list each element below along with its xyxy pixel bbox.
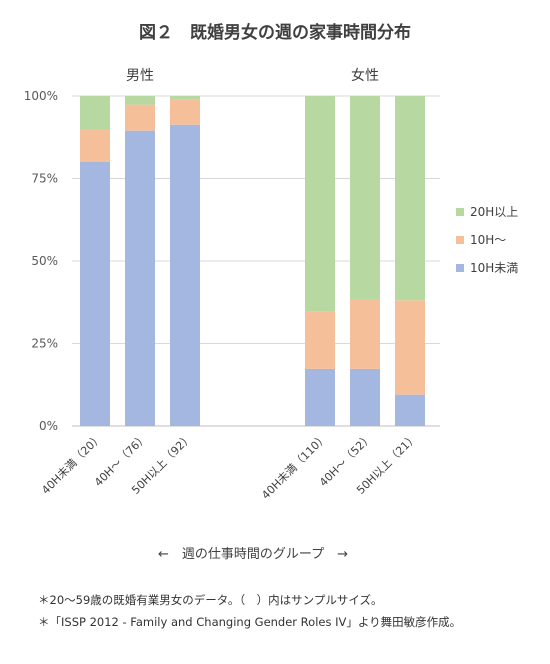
bar-segment bbox=[80, 96, 110, 129]
chart-title: 図２ 既婚男女の週の家事時間分布 bbox=[139, 22, 411, 43]
bar-segment bbox=[170, 96, 200, 100]
bar-segment bbox=[305, 311, 335, 369]
legend-swatch bbox=[456, 264, 464, 272]
bar-segment bbox=[125, 130, 155, 426]
legend-label: 10H～ bbox=[470, 233, 506, 247]
x-axis-description: ← 週の仕事時間のグループ → bbox=[158, 547, 348, 562]
group-label-female: 女性 bbox=[351, 67, 379, 84]
bar-segment bbox=[170, 99, 200, 125]
y-tick-label: 100% bbox=[24, 89, 58, 103]
bar-segment bbox=[125, 96, 155, 105]
x-category-label: 40H未満（110） bbox=[259, 431, 330, 502]
note-sample: ＊20～59歳の既婚有業男女のデータ。（ ）内はサンプルサイズ。 bbox=[38, 593, 382, 607]
bar-segment bbox=[80, 162, 110, 426]
y-tick-label: 0% bbox=[39, 419, 58, 433]
bar-segment bbox=[170, 124, 200, 427]
bars bbox=[80, 96, 425, 427]
bar-segment bbox=[125, 104, 155, 131]
bar-segment bbox=[350, 368, 380, 426]
legend-swatch bbox=[456, 236, 464, 244]
y-tick-label: 50% bbox=[31, 254, 58, 268]
group-label-male: 男性 bbox=[126, 68, 154, 84]
bar-segment bbox=[350, 96, 380, 299]
bar-segment bbox=[395, 300, 425, 395]
x-axis-categories: 40H未満（20）40H～（76）50H以上（92） 40H未満（110）40H～… bbox=[39, 431, 420, 502]
bar-segment bbox=[305, 96, 335, 312]
y-tick-label: 75% bbox=[31, 172, 58, 186]
bar-segment bbox=[305, 368, 335, 426]
x-category-label: 40H未満（20） bbox=[39, 431, 105, 497]
y-axis-ticks: 0% 25% 50% 75% 100% bbox=[24, 89, 58, 433]
legend-label: 20H以上 bbox=[470, 205, 518, 219]
legend-swatch bbox=[456, 208, 464, 216]
y-tick-label: 25% bbox=[31, 337, 58, 351]
legend-label: 10H未満 bbox=[470, 261, 518, 275]
bar-segment bbox=[395, 96, 425, 301]
bar-segment bbox=[395, 394, 425, 426]
legend: 20H以上 10H～ 10H未満 bbox=[456, 205, 518, 275]
bar-segment bbox=[350, 298, 380, 369]
bar-segment bbox=[80, 129, 110, 162]
note-source: ＊「ISSP 2012 - Family and Changing Gender… bbox=[38, 615, 461, 629]
